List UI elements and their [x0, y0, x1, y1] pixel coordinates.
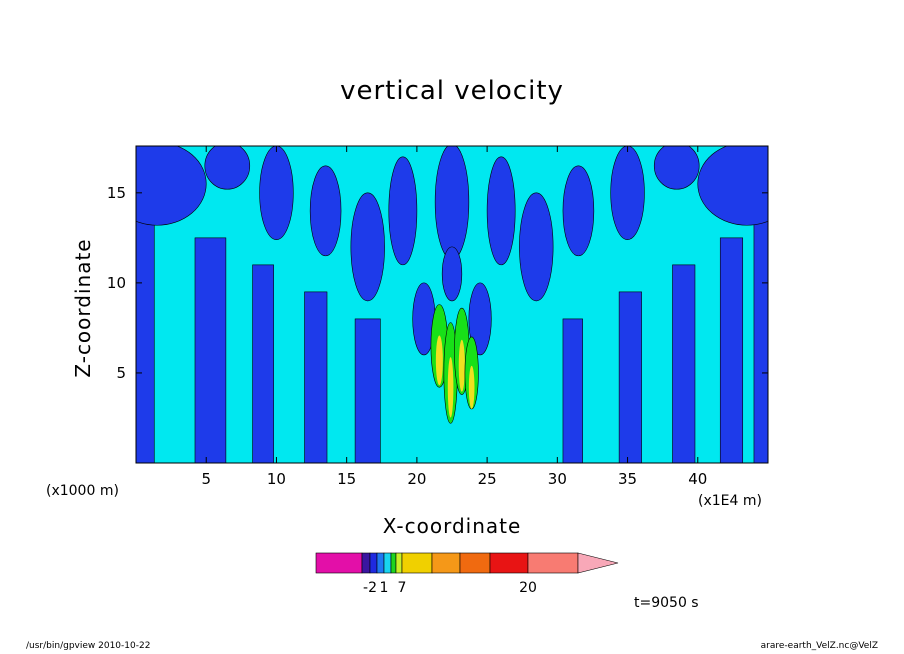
x-axis: 5 10 15 20 25 30 35 40 [201, 146, 707, 488]
negative-band [252, 264, 274, 463]
y-tick-label: 10 [107, 274, 126, 292]
x-axis-label: X-coordinate [382, 514, 522, 538]
y-tick-label: 15 [107, 184, 126, 202]
colorbar-swatch [489, 552, 529, 574]
colorbar-swatch [527, 552, 579, 574]
colorbar-swatch [315, 552, 363, 574]
x-tick-label: 40 [688, 470, 707, 488]
colorbar-swatch [395, 552, 403, 574]
colorbar-swatch [369, 552, 378, 574]
y-axis: 5 10 15 [107, 184, 768, 382]
y-axis-label: Z-coordinate [71, 238, 95, 378]
updraft-core [458, 339, 465, 392]
colorbar-swatch [459, 552, 491, 574]
negative-cell [136, 146, 207, 226]
x-tick-label: 15 [337, 470, 356, 488]
negative-cell [610, 146, 645, 240]
colorbar-label: -2 [363, 580, 377, 596]
negative-band [136, 146, 155, 463]
colorbar-swatch [431, 552, 461, 574]
updraft-core [435, 335, 443, 386]
time-label: t=9050 s [634, 595, 699, 611]
colorbar-label: 1 [380, 580, 389, 596]
negative-cell [486, 156, 516, 266]
negative-cell [441, 246, 463, 302]
negative-cell [204, 146, 251, 190]
x-tick-label: 35 [618, 470, 637, 488]
footer-command: /usr/bin/gpview 2010-10-22 [26, 641, 151, 651]
negative-cell [653, 146, 700, 190]
colorbar-swatch [401, 552, 433, 574]
negative-band [354, 318, 381, 463]
negative-cell [350, 192, 385, 302]
x-unit-right: (x1E4 m) [698, 493, 762, 509]
negative-cell [562, 165, 595, 257]
updraft-core [447, 357, 454, 418]
footer-file: arare-earth_VelZ.nc@VelZ [760, 641, 878, 651]
negative-cell [468, 282, 492, 356]
negative-cell [309, 165, 342, 257]
negative-band [194, 237, 227, 463]
colorbar-swatch [361, 552, 371, 574]
negative-band [562, 318, 583, 463]
negative-cell [697, 146, 768, 226]
chart-title: vertical velocity [340, 76, 564, 106]
colorbar-swatch [390, 552, 397, 574]
negative-band [672, 264, 696, 463]
negative-band [719, 237, 744, 463]
negative-band [753, 146, 768, 463]
negative-cell [388, 156, 418, 266]
colorbar-label: 7 [398, 580, 407, 596]
negative-cell [259, 146, 294, 240]
plot-frame [135, 145, 769, 464]
updraft-core [468, 365, 475, 409]
negative-band [618, 291, 642, 463]
colorbar-label: 20 [519, 580, 537, 596]
negative-band [304, 291, 328, 463]
colorbar-arrow [577, 552, 619, 574]
contour-field [136, 146, 768, 463]
y-tick-label: 5 [116, 364, 126, 382]
negative-cell [434, 146, 470, 260]
x-tick-label: 20 [407, 470, 426, 488]
x-unit-left: (x1000 m) [46, 483, 119, 499]
negative-cell [519, 192, 554, 302]
colorbar: -2 1 7 20 [315, 552, 619, 596]
x-tick-label: 25 [478, 470, 497, 488]
colorbar-swatch [376, 552, 385, 574]
colorbar-swatch [383, 552, 392, 574]
x-tick-label: 30 [548, 470, 567, 488]
x-tick-label: 5 [201, 470, 211, 488]
x-tick-label: 10 [267, 470, 286, 488]
